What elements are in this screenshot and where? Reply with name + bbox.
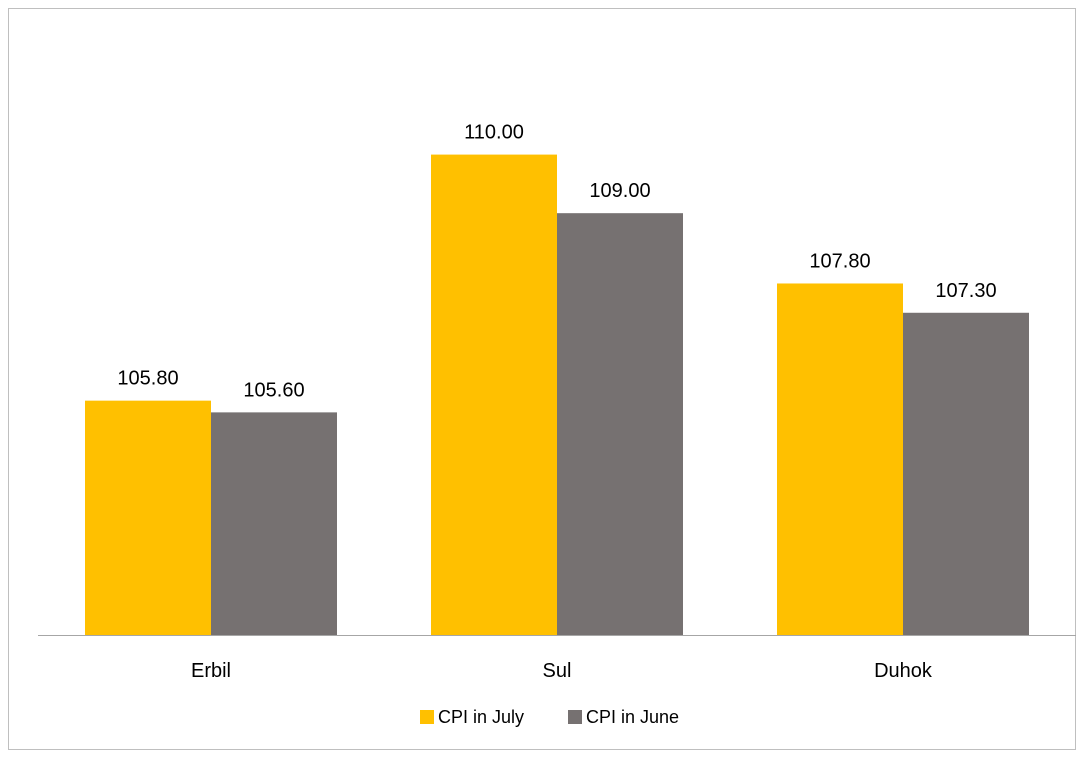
legend-label-july: CPI in July bbox=[438, 707, 524, 727]
category-label-sul: Sul bbox=[543, 660, 572, 682]
category-label-duhok: Duhok bbox=[874, 660, 933, 682]
legend-swatch-june bbox=[568, 710, 582, 724]
category-label-erbil: Erbil bbox=[191, 660, 231, 682]
legend-label-june: CPI in June bbox=[586, 707, 679, 727]
data-label-sul-july: 110.00 bbox=[464, 122, 524, 144]
bar-erbil-june bbox=[211, 412, 337, 635]
data-label-duhok-july: 107.80 bbox=[809, 250, 870, 272]
data-label-duhok-june: 107.30 bbox=[935, 280, 996, 302]
bar-duhok-july bbox=[777, 283, 903, 635]
bar-sul-july bbox=[431, 154, 557, 635]
bar-sul-june bbox=[557, 213, 683, 635]
bar-erbil-july bbox=[85, 400, 211, 635]
data-label-sul-june: 109.00 bbox=[589, 180, 650, 202]
legend-swatch-july bbox=[420, 710, 434, 724]
bar-duhok-june bbox=[903, 312, 1029, 635]
data-label-erbil-july: 105.80 bbox=[117, 368, 178, 390]
data-label-erbil-june: 105.60 bbox=[243, 379, 304, 401]
